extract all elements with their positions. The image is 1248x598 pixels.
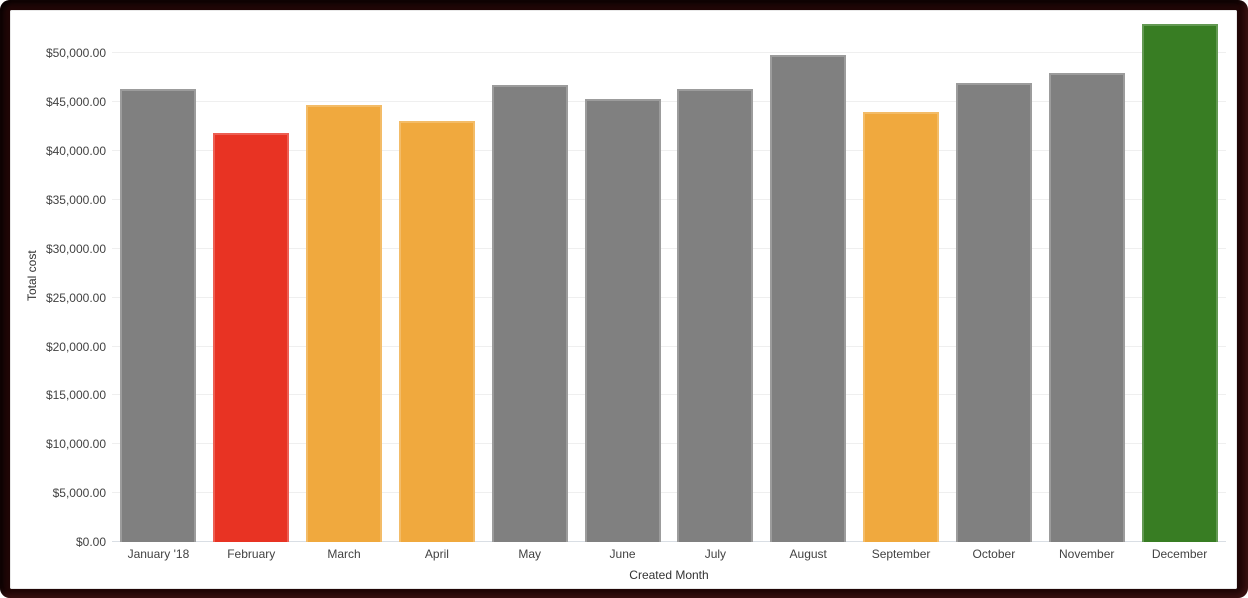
- y-tick-label-5000: $5,000.00: [52, 486, 106, 501]
- bar-august[interactable]: [770, 55, 847, 542]
- gridline-45000: [112, 101, 1226, 103]
- x-tick-label-december: December: [1151, 547, 1208, 561]
- bar-december[interactable]: [1141, 24, 1218, 542]
- gridline-5000: [112, 492, 1226, 494]
- bar-series: [112, 24, 1226, 542]
- x-tick-label-march: March: [327, 547, 361, 561]
- gridline-20000: [112, 345, 1226, 347]
- bar-november[interactable]: [1048, 72, 1125, 542]
- gridline-35000: [112, 198, 1226, 200]
- gridline-30000: [112, 247, 1226, 249]
- x-tick-label-september: September: [871, 547, 931, 561]
- x-tick-label-january-18: January '18: [127, 547, 190, 561]
- bar-slot-november: [1040, 24, 1133, 542]
- gridline-10000: [112, 443, 1226, 445]
- bar-slot-october: [947, 24, 1040, 542]
- y-tick-label-25000: $25,000.00: [45, 290, 106, 305]
- plot-area: [112, 24, 1226, 542]
- bar-slot-june: [576, 24, 669, 542]
- bar-january-18[interactable]: [120, 88, 197, 542]
- bar-march[interactable]: [306, 105, 383, 542]
- x-tick-label-october: October: [972, 547, 1016, 561]
- bar-october[interactable]: [955, 82, 1032, 542]
- x-tick-label-may: May: [518, 547, 542, 561]
- x-tick-label-august: August: [789, 547, 827, 561]
- gridline-40000: [112, 150, 1226, 152]
- y-tick-label-50000: $50,000.00: [45, 46, 106, 61]
- y-tick-label-30000: $30,000.00: [45, 241, 106, 256]
- y-axis-labels: $0.00 $5,000.00 $10,000.00 $15,000.00 $20,00…: [10, 24, 106, 549]
- x-tick-label-february: February: [227, 547, 276, 561]
- bar-slot-september: [855, 24, 948, 542]
- bar-june[interactable]: [584, 99, 661, 542]
- y-tick-label-15000: $15,000.00: [45, 388, 106, 403]
- bar-may[interactable]: [491, 84, 568, 542]
- bar-slot-august: [762, 24, 855, 542]
- bar-april[interactable]: [398, 120, 475, 542]
- bar-september[interactable]: [863, 111, 940, 542]
- x-axis-title: Created Month: [629, 568, 709, 582]
- y-tick-label-35000: $35,000.00: [45, 192, 106, 207]
- x-tick-label-june: June: [609, 547, 636, 561]
- bar-slot-march: [298, 24, 391, 542]
- bar-slot-may: [483, 24, 576, 542]
- y-tick-label-10000: $10,000.00: [45, 437, 106, 452]
- x-tick-label-april: April: [424, 547, 449, 561]
- y-tick-label-45000: $45,000.00: [45, 95, 106, 110]
- bar-slot-april: [390, 24, 483, 542]
- x-axis-baseline: [112, 541, 1226, 542]
- y-tick-label-40000: $40,000.00: [45, 144, 106, 159]
- x-tick-label-november: November: [1059, 547, 1115, 561]
- bar-slot-february: [205, 24, 298, 542]
- bar-slot-december: [1133, 24, 1226, 542]
- x-axis-labels: January '18 February March April May June July…: [112, 547, 1226, 563]
- y-tick-label-20000: $20,000.00: [45, 339, 106, 354]
- gridline-25000: [112, 296, 1226, 298]
- chart-card: Total cost $0.00 $5,000.00 $10,000.00 $15,0…: [10, 10, 1237, 589]
- y-tick-label-0: $0.00: [75, 535, 106, 549]
- bar-july[interactable]: [677, 89, 754, 542]
- bar-slot-july: [669, 24, 762, 542]
- gridline-50000: [112, 52, 1226, 54]
- bar-slot-january-18: [112, 24, 205, 542]
- x-tick-label-july: July: [704, 547, 727, 561]
- bar-february[interactable]: [213, 132, 290, 542]
- gridline-15000: [112, 394, 1226, 396]
